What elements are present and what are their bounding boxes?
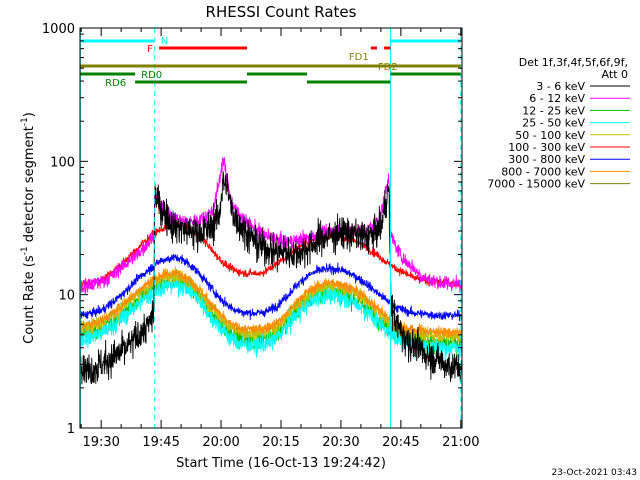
legend-label-5: 50 - 100 keV xyxy=(515,129,585,142)
legend-header-1: Det 1f,3f,4f,5f,6f,9f, xyxy=(519,56,628,69)
x-axis-label: Start Time (16-Oct-13 19:24:42) xyxy=(176,456,386,471)
x-tick-label: 20:15 xyxy=(262,435,299,450)
flag-label-fd2: FD2 xyxy=(378,62,398,73)
y-axis-label-part-1: Count Rate (s xyxy=(22,255,37,344)
x-tick-label: 20:30 xyxy=(322,435,359,450)
legend-label-6: 100 - 300 keV xyxy=(508,141,585,154)
flag-label-fd1: FD1 xyxy=(349,52,369,63)
legend-label-7: 300 - 800 keV xyxy=(508,153,585,166)
x-tick-label: 19:45 xyxy=(142,435,179,450)
legend-label-9: 7000 - 15000 keV xyxy=(487,178,585,191)
y-axis-label: Count Rate (s-1 detector segment-1) xyxy=(20,112,37,344)
legend-label-2: 6 - 12 keV xyxy=(529,92,585,105)
y-axis-label-part-2: detector segment xyxy=(22,126,37,246)
flag-label-rd6: RD6 xyxy=(105,78,126,89)
y-axis-label-part-3: ) xyxy=(22,112,37,117)
series-line-4 xyxy=(80,272,462,361)
y-axis-label-sup-1: -1 xyxy=(20,246,30,255)
y-tick-label: 1 xyxy=(67,422,75,437)
y-tick-label: 10 xyxy=(58,289,75,304)
y-axis-label-sup-2: -1 xyxy=(20,117,30,126)
legend-label-3: 12 - 25 keV xyxy=(522,104,585,117)
legend-label-4: 25 - 50 keV xyxy=(522,117,585,130)
series-line-7 xyxy=(80,253,462,322)
series-line-1 xyxy=(80,171,462,385)
legend-label-1: 3 - 6 keV xyxy=(536,80,585,93)
plot-frame xyxy=(79,27,463,429)
legend: Det 1f,3f,4f,5f,6f,9f, Att 0 3 - 6 keV6 … xyxy=(487,56,630,191)
series-line-2 xyxy=(80,156,462,295)
chart-title: RHESSI Count Rates xyxy=(206,3,357,21)
flag-label-rd0: RD0 xyxy=(141,70,162,81)
y-tick-label: 100 xyxy=(50,155,75,170)
legend-label-8: 800 - 7000 keV xyxy=(501,165,585,178)
legend-header-2: Att 0 xyxy=(602,68,628,81)
flag-label-n: N xyxy=(161,36,168,47)
footer-timestamp: 23-Oct-2021 03:43 xyxy=(552,468,637,478)
flag-label-f: F xyxy=(147,44,153,55)
x-tick-label: 20:45 xyxy=(382,435,419,450)
y-tick-label: 1000 xyxy=(42,22,75,37)
x-tick-label: 20:00 xyxy=(202,435,239,450)
x-tick-label: 21:00 xyxy=(442,435,479,450)
x-tick-label: 19:30 xyxy=(82,435,119,450)
